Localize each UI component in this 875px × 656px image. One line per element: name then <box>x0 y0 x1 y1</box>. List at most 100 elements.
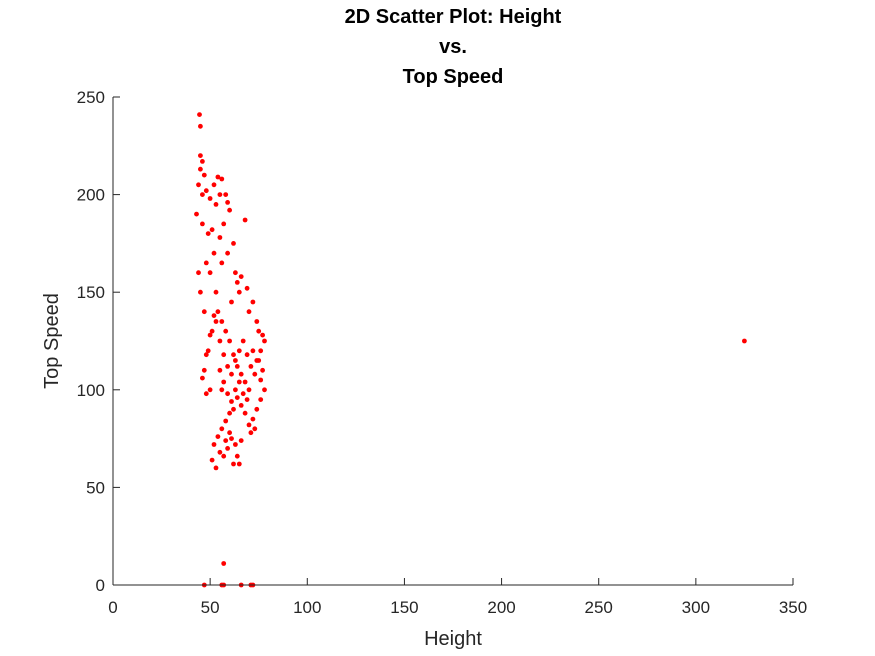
data-point <box>227 207 233 213</box>
data-point <box>194 211 199 217</box>
data-point <box>209 227 215 233</box>
data-point <box>209 457 215 463</box>
data-point <box>223 418 229 424</box>
data-point <box>258 348 264 354</box>
data-point <box>238 371 244 377</box>
data-point <box>248 364 254 369</box>
data-point <box>238 438 244 443</box>
data-point <box>221 221 227 227</box>
data-point <box>242 379 248 385</box>
y-tick-label: 250 <box>77 88 105 107</box>
data-point <box>248 430 254 436</box>
data-point <box>198 123 203 129</box>
data-point <box>262 338 267 344</box>
data-point <box>250 416 256 422</box>
data-point <box>227 338 233 344</box>
data-point <box>225 364 231 369</box>
x-axis-label: Height <box>424 628 482 650</box>
data-point <box>207 387 213 393</box>
data-point <box>217 449 223 455</box>
data-point <box>215 309 221 315</box>
x-tick-label: 50 <box>201 598 220 617</box>
data-point <box>227 410 233 416</box>
data-point <box>234 280 240 285</box>
data-point <box>200 221 205 227</box>
data-point <box>207 270 213 276</box>
data-point <box>236 379 242 385</box>
data-point <box>211 313 217 318</box>
data-point <box>242 217 248 223</box>
y-axis-label: Top Speed <box>41 293 63 389</box>
data-point <box>242 410 248 416</box>
x-tick-label: 0 <box>108 598 117 617</box>
data-point <box>229 371 234 377</box>
data-point <box>198 153 203 159</box>
data-point <box>238 403 244 408</box>
x-tick-label: 250 <box>585 598 613 617</box>
y-tick-label: 150 <box>77 283 105 302</box>
data-point <box>233 358 238 363</box>
data-point <box>219 387 225 393</box>
x-tick-label: 100 <box>293 598 321 617</box>
data-point <box>217 338 223 344</box>
data-point <box>217 367 223 373</box>
data-point <box>221 453 227 459</box>
x-tick-label: 350 <box>779 598 807 617</box>
data-point <box>244 352 250 358</box>
data-point <box>221 561 227 566</box>
data-point <box>215 174 221 180</box>
data-point <box>256 328 262 334</box>
data-point <box>215 434 221 439</box>
data-point <box>234 395 240 400</box>
data-point <box>196 270 201 276</box>
data-point <box>217 192 223 198</box>
data-point <box>254 358 260 363</box>
data-point <box>225 446 231 451</box>
data-point <box>197 112 202 117</box>
data-point <box>221 379 227 385</box>
data-point <box>238 274 244 279</box>
data-point <box>231 461 236 467</box>
data-point <box>219 319 225 324</box>
data-point <box>213 319 219 324</box>
chart-title-line-2: vs. <box>439 36 467 58</box>
data-point <box>236 289 242 295</box>
data-point <box>246 422 252 428</box>
data-point <box>246 309 252 315</box>
data-point <box>200 192 205 198</box>
data-point <box>240 391 246 397</box>
data-point <box>252 371 258 377</box>
data-point <box>234 364 240 369</box>
data-point <box>201 367 207 373</box>
data-point <box>203 352 209 358</box>
x-tick-label: 300 <box>682 598 710 617</box>
data-point <box>227 430 233 436</box>
y-tick-label: 100 <box>77 381 105 400</box>
data-point <box>258 377 264 383</box>
x-tick-label: 200 <box>487 598 515 617</box>
data-point <box>223 328 229 334</box>
data-point <box>234 453 240 459</box>
data-point <box>203 260 209 266</box>
data-point <box>223 192 229 198</box>
data-point <box>205 348 211 354</box>
data-point <box>254 319 260 324</box>
data-point <box>207 196 213 201</box>
data-point <box>207 332 213 338</box>
data-point <box>252 426 258 432</box>
data-point <box>211 250 217 256</box>
chart-title-line-3: Top Speed <box>402 66 504 88</box>
data-point <box>225 200 231 205</box>
data-point <box>209 328 215 334</box>
data-point <box>205 231 211 237</box>
data-point <box>236 461 242 467</box>
data-point <box>262 387 267 393</box>
data-point <box>229 436 234 441</box>
data-point <box>244 285 250 291</box>
data-point <box>225 250 231 256</box>
data-point <box>229 399 234 404</box>
data-point <box>246 387 252 393</box>
data-point <box>260 332 265 338</box>
data-point <box>203 188 209 194</box>
